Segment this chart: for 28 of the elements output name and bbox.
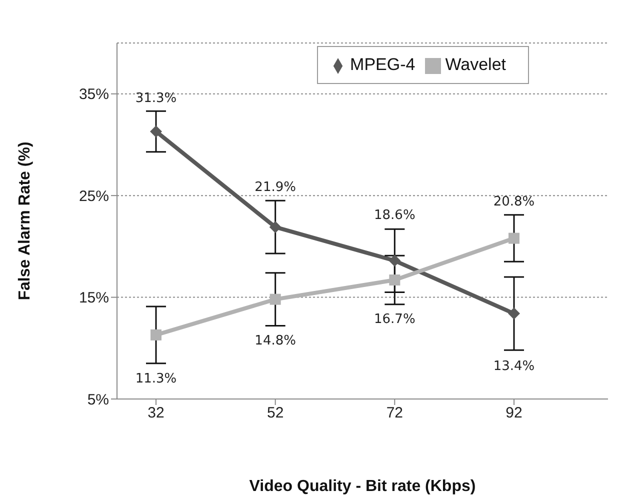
x-tick-label: 92 xyxy=(506,404,522,422)
legend-label: MPEG-4 xyxy=(350,55,416,74)
x-tick-label: 32 xyxy=(148,404,164,422)
y-tick-label: 5% xyxy=(87,391,109,408)
point xyxy=(508,232,520,244)
point xyxy=(508,308,520,320)
legend-label: Wavelet xyxy=(445,55,506,74)
data-label: 31.3% xyxy=(135,90,177,106)
y-tick-label: 35% xyxy=(78,86,109,104)
data-label: 21.9% xyxy=(254,180,296,195)
point xyxy=(270,294,281,305)
point xyxy=(388,254,401,267)
point xyxy=(389,274,400,286)
y-tick-label: 25% xyxy=(78,188,109,205)
x-tick-label: 52 xyxy=(266,404,284,422)
point xyxy=(269,221,282,234)
point xyxy=(150,329,162,340)
y-tick-label: 15% xyxy=(78,290,109,307)
data-label: 16.7% xyxy=(374,312,416,328)
data-label: 20.8% xyxy=(493,194,535,210)
x-axis-title: Video Quality - Bit rate (Kbps) xyxy=(249,478,476,495)
x-tick-label: 72 xyxy=(386,404,404,422)
data-label: 11.3% xyxy=(135,371,177,386)
data-label: 18.6% xyxy=(374,208,416,223)
data-label: 14.8% xyxy=(254,334,296,349)
data-label: 13.4% xyxy=(493,359,535,374)
y-axis-title: False Alarm Rate (%) xyxy=(16,142,34,300)
point xyxy=(150,125,162,138)
